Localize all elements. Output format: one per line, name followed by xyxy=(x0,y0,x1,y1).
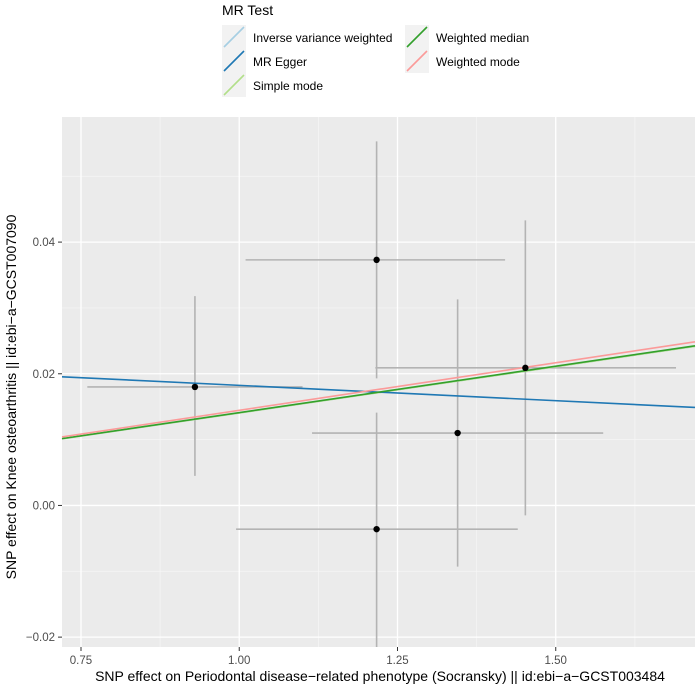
legend-key-line xyxy=(223,74,245,96)
y-axis-label: SNP effect on Knee osteoarthritis || id:… xyxy=(3,214,19,579)
fit-line-weighted-mode xyxy=(61,341,696,438)
legend-key-line xyxy=(223,50,245,72)
legend-entry: Inverse variance weighted xyxy=(222,25,392,49)
data-point xyxy=(373,256,380,264)
legend: MR Test Inverse variance weighted Weighte… xyxy=(222,2,529,97)
regression-lines xyxy=(61,341,696,440)
data-point xyxy=(454,429,461,437)
data-point xyxy=(191,383,199,391)
x-tick-label: 1.25 xyxy=(386,655,408,667)
y-tick-label: 0.00 xyxy=(33,500,55,512)
y-tick-label: −0.02 xyxy=(26,632,55,644)
legend-label: Weighted mode xyxy=(436,55,520,69)
legend-entry: MR Egger xyxy=(222,49,307,73)
legend-label: Weighted median xyxy=(436,31,529,45)
grid-minor xyxy=(62,117,695,647)
x-axis: 0.75 1.00 1.25 1.50 xyxy=(70,647,567,667)
x-tick-label: 0.75 xyxy=(70,655,92,667)
x-axis-label: SNP effect on Periodontal disease−relate… xyxy=(95,668,665,684)
legend-key-line xyxy=(406,26,428,48)
legend-label: MR Egger xyxy=(253,55,307,69)
x-tick-label: 1.50 xyxy=(545,655,567,667)
y-tick-label: 0.04 xyxy=(33,237,56,249)
y-tick-label: 0.02 xyxy=(33,369,55,381)
fit-line-weighted-median xyxy=(61,344,696,440)
legend-title: MR Test xyxy=(222,2,273,18)
x-tick-label: 1.00 xyxy=(228,655,250,667)
data-point xyxy=(522,364,529,372)
legend-entry: Simple mode xyxy=(222,73,323,97)
legend-key-line xyxy=(406,50,428,72)
legend-key-line xyxy=(223,26,245,48)
legend-label: Simple mode xyxy=(253,79,323,93)
legend-entry: Weighted median xyxy=(405,25,529,49)
grid-major xyxy=(62,117,695,647)
legend-entry: Weighted mode xyxy=(405,49,520,73)
data-point xyxy=(373,525,380,533)
y-axis: −0.02 0.00 0.02 0.04 xyxy=(26,237,62,644)
data-points xyxy=(191,256,529,533)
legend-label: Inverse variance weighted xyxy=(253,31,392,45)
